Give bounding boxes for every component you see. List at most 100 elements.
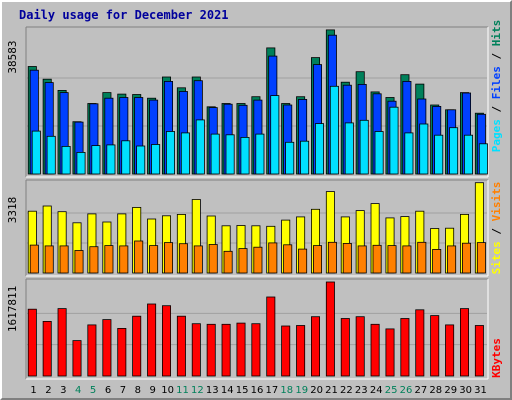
legend-pages-files-hits-part-1: / (490, 99, 503, 119)
x-tick-day-1: 1 (30, 385, 36, 396)
bar-hits-pages-day-5 (91, 145, 101, 175)
bar-hits-pages-day-1 (31, 130, 41, 175)
bar-hits-pages-day-11 (180, 132, 190, 175)
bar-kbytes-kbytes-day-9 (147, 303, 157, 377)
x-tick-day-28: 28 (429, 385, 442, 396)
bar-hits-pages-day-28 (434, 134, 444, 175)
x-tick-day-22: 22 (340, 385, 353, 396)
x-tick-day-20: 20 (310, 385, 323, 396)
bar-kbytes-kbytes-day-12 (191, 323, 201, 377)
bar-visits-visits-day-3 (59, 245, 69, 274)
bar-kbytes-kbytes-day-4 (72, 340, 82, 377)
panel-visits-ymax-label: 3318 (6, 197, 19, 224)
bar-hits-pages-day-8 (136, 145, 146, 175)
x-tick-day-11: 11 (176, 385, 189, 396)
bar-kbytes-kbytes-day-26 (400, 318, 410, 377)
bar-kbytes-kbytes-day-10 (161, 305, 171, 377)
bar-kbytes-kbytes-day-8 (132, 315, 142, 377)
chart-title: Daily usage for December 2021 (19, 8, 229, 22)
bar-visits-visits-day-13 (208, 244, 218, 274)
bar-visits-visits-day-5 (89, 246, 99, 274)
bar-visits-visits-day-4 (74, 250, 84, 274)
bar-kbytes-kbytes-day-15 (236, 322, 246, 377)
bar-visits-visits-day-30 (461, 242, 471, 274)
x-tick-day-19: 19 (295, 385, 308, 396)
bar-visits-visits-day-18 (283, 244, 293, 274)
bar-visits-visits-day-21 (327, 241, 337, 274)
bar-hits-pages-day-20 (314, 123, 324, 175)
bar-kbytes-kbytes-day-28 (430, 315, 440, 377)
x-tick-day-15: 15 (236, 385, 249, 396)
bar-hits-pages-day-21 (329, 85, 339, 175)
bar-hits-pages-day-23 (359, 119, 369, 175)
bar-visits-visits-day-31 (476, 242, 486, 274)
bar-kbytes-kbytes-day-6 (102, 319, 112, 377)
x-tick-day-17: 17 (266, 385, 279, 396)
x-tick-day-21: 21 (325, 385, 338, 396)
bar-visits-visits-day-12 (193, 245, 203, 274)
legend-kbytes: KBytes (490, 338, 503, 378)
bar-visits-visits-day-11 (178, 243, 188, 274)
bar-kbytes-kbytes-day-25 (385, 328, 395, 377)
x-tick-day-7: 7 (120, 385, 126, 396)
bar-kbytes-kbytes-day-21 (325, 281, 335, 377)
x-tick-day-14: 14 (221, 385, 234, 396)
bar-kbytes-kbytes-day-24 (370, 323, 380, 377)
bar-hits-pages-day-2 (46, 135, 56, 175)
bar-visits-visits-day-25 (387, 245, 397, 274)
bar-hits-pages-day-9 (151, 144, 161, 175)
x-tick-day-23: 23 (355, 385, 368, 396)
bar-visits-visits-day-8 (134, 240, 144, 274)
bar-hits-pages-day-10 (165, 131, 175, 175)
bar-hits-pages-day-12 (195, 119, 205, 175)
bar-kbytes-kbytes-day-7 (117, 327, 127, 377)
bar-hits-pages-day-29 (449, 127, 459, 175)
bar-visits-visits-day-10 (163, 242, 173, 274)
bar-visits-visits-day-2 (44, 245, 54, 274)
panel-hits-ymax-label: 38583 (6, 40, 19, 73)
bar-visits-visits-day-1 (29, 244, 39, 274)
x-tick-day-8: 8 (135, 385, 141, 396)
bar-hits-pages-day-18 (285, 141, 295, 175)
bar-hits-pages-day-4 (76, 151, 86, 175)
x-tick-day-24: 24 (370, 385, 383, 396)
bar-visits-visits-day-24 (372, 244, 382, 274)
x-tick-day-31: 31 (474, 385, 487, 396)
bar-kbytes-kbytes-day-20 (310, 316, 320, 377)
bar-visits-visits-day-14 (223, 250, 233, 274)
bar-hits-pages-day-7 (121, 140, 131, 175)
x-tick-day-9: 9 (150, 385, 156, 396)
bar-visits-visits-day-26 (402, 245, 412, 274)
bar-kbytes-kbytes-day-29 (445, 324, 455, 377)
bar-visits-visits-day-15 (238, 248, 248, 274)
bar-hits-pages-day-30 (463, 134, 473, 175)
x-tick-day-25: 25 (385, 385, 398, 396)
legend-pages-files-hits-part-2: Files (490, 66, 503, 99)
bar-visits-visits-day-27 (417, 241, 427, 274)
legend-pages-files-hits: Pages / Files / Hits (490, 20, 503, 153)
bar-kbytes-kbytes-day-1 (27, 308, 37, 377)
bar-kbytes-kbytes-day-14 (221, 323, 231, 377)
bar-kbytes-kbytes-day-27 (415, 309, 425, 377)
x-tick-day-10: 10 (161, 385, 174, 396)
bar-visits-visits-day-22 (342, 242, 352, 274)
bar-visits-visits-day-29 (447, 245, 457, 274)
bar-kbytes-kbytes-day-17 (266, 296, 276, 377)
bar-hits-pages-day-13 (210, 133, 220, 175)
x-tick-day-16: 16 (251, 385, 264, 396)
bar-visits-visits-day-17 (268, 242, 278, 274)
bar-hits-pages-day-19 (300, 140, 310, 175)
bar-hits-pages-day-26 (404, 132, 414, 175)
bar-kbytes-kbytes-day-5 (87, 324, 97, 377)
bar-kbytes-kbytes-day-19 (296, 325, 306, 377)
bar-visits-visits-day-6 (104, 245, 114, 274)
legend-pages-files-hits-part-4: Hits (490, 20, 503, 47)
x-tick-day-5: 5 (90, 385, 96, 396)
bar-hits-pages-day-31 (478, 143, 488, 175)
legend-sites-visits-part-0: Sites (490, 241, 503, 274)
bar-visits-visits-day-16 (253, 246, 263, 274)
bar-visits-visits-day-28 (432, 248, 442, 274)
x-tick-day-13: 13 (206, 385, 219, 396)
bar-visits-visits-day-23 (357, 245, 367, 274)
